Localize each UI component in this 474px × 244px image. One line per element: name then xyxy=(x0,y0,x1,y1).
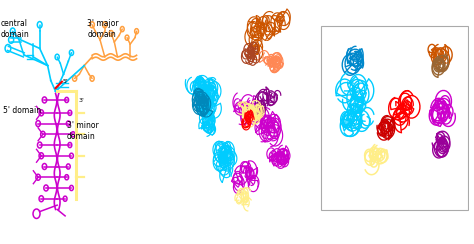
Text: 3': 3' xyxy=(79,98,84,103)
Text: 5' domain: 5' domain xyxy=(3,106,41,115)
Text: 3' minor
domain: 3' minor domain xyxy=(67,121,99,141)
Text: 3' major
domain: 3' major domain xyxy=(87,20,119,39)
Text: 5': 5' xyxy=(63,79,68,84)
Text: central
domain: central domain xyxy=(1,20,29,39)
